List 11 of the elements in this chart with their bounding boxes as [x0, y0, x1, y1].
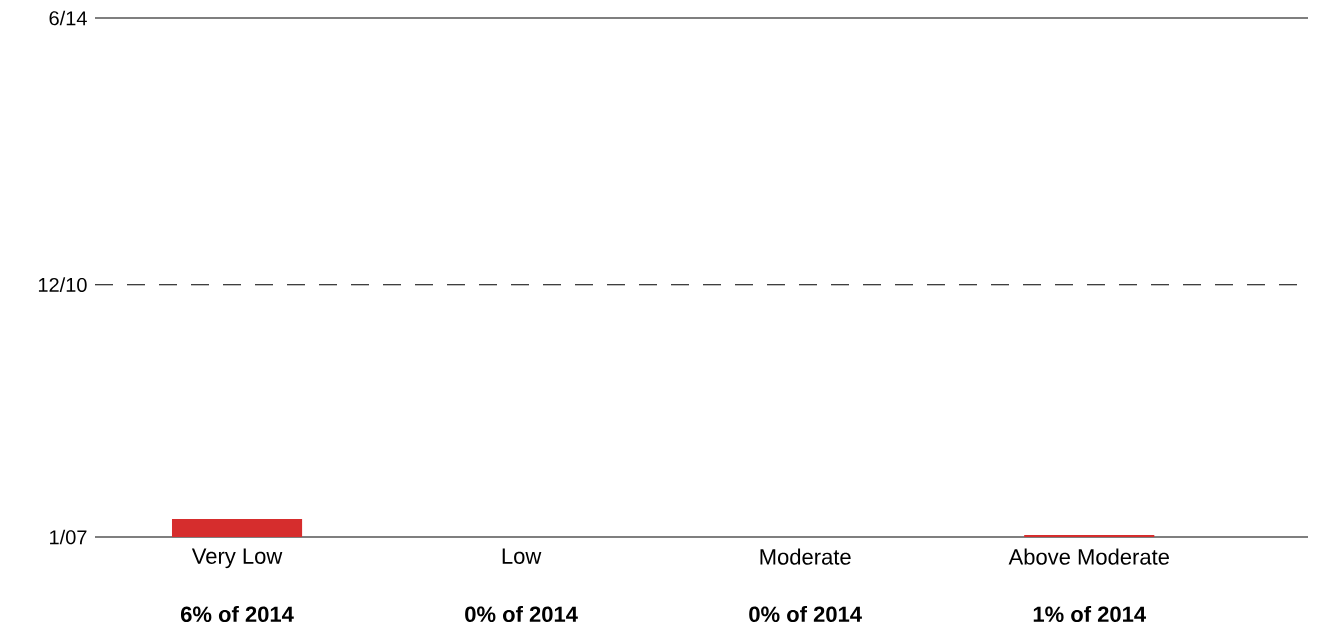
text: 0% of 2014 [749, 605, 862, 623]
text: 12/10 [38, 277, 87, 293]
x-tick-label: Moderate [760, 548, 851, 565]
x-tick-label: Above Moderate [1008, 548, 1169, 565]
x-tick-label: Very Low [191, 548, 283, 569]
text: 1% of 2014 [1033, 605, 1146, 623]
text: 6/14 [49, 10, 87, 26]
text: 6% of 2014 [180, 605, 294, 623]
x-tick-label: Low [502, 548, 542, 564]
text: 0% of 2014 [465, 605, 578, 623]
text: 1/07 [50, 529, 87, 545]
